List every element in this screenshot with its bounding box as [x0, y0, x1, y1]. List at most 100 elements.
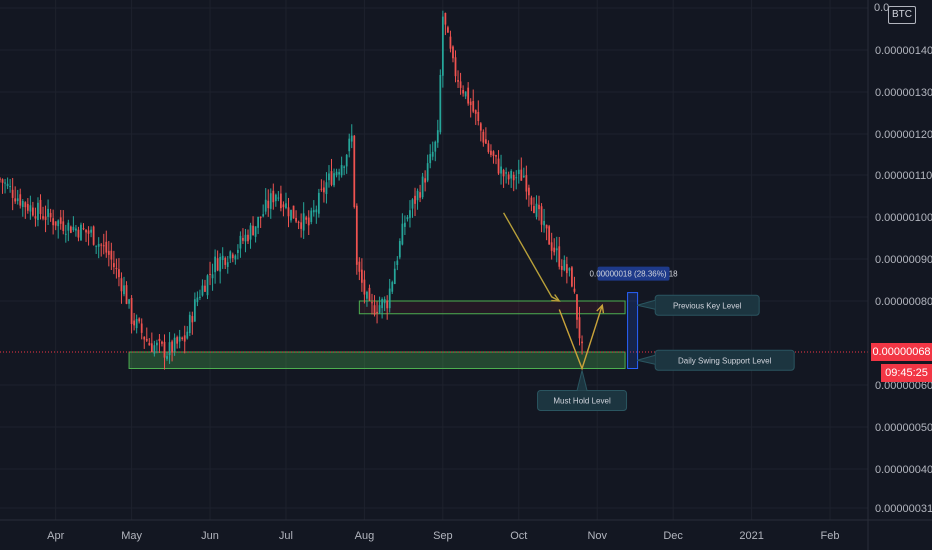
- candle-body: [449, 36, 452, 49]
- candle-body: [153, 345, 156, 354]
- candle-body: [578, 317, 581, 339]
- candle-body: [199, 296, 201, 298]
- candle-body: [37, 202, 39, 221]
- candle-body: [573, 288, 576, 292]
- candle-body: [505, 172, 508, 174]
- candle-body: [287, 207, 290, 217]
- candle-body: [44, 216, 47, 220]
- candle-body: [242, 237, 244, 241]
- candle-body: [272, 190, 275, 203]
- candle-body: [495, 155, 497, 157]
- candle-body: [555, 248, 558, 251]
- candle-body: [490, 150, 492, 155]
- candle-body: [330, 171, 333, 185]
- candle-body: [221, 255, 224, 260]
- candle-body: [186, 331, 189, 339]
- candle-body: [383, 299, 386, 304]
- x-tick-label: Sep: [433, 530, 453, 542]
- candle-body: [239, 235, 242, 249]
- candle-body: [535, 203, 538, 217]
- candle-body: [431, 151, 434, 157]
- candle-body: [95, 245, 98, 247]
- projection-path-1: [502, 212, 560, 302]
- candle-body: [492, 151, 495, 156]
- candle-body: [553, 247, 556, 253]
- candle-body: [282, 204, 285, 208]
- x-tick-label: Dec: [663, 530, 683, 542]
- candle-body: [424, 178, 427, 183]
- candle-body: [335, 171, 338, 176]
- candle-body: [419, 192, 421, 198]
- candle-body: [404, 222, 406, 227]
- candle-body: [323, 187, 325, 193]
- candle-body: [75, 228, 77, 231]
- candle-body: [166, 356, 168, 359]
- candle-body: [206, 275, 209, 296]
- candle-body: [47, 208, 49, 217]
- candle-body: [11, 189, 14, 198]
- candle-body: [310, 210, 313, 222]
- candle-body: [510, 170, 513, 179]
- candle-body: [381, 298, 384, 309]
- candle-body: [500, 166, 502, 174]
- candle-body: [69, 226, 72, 233]
- callout-pointer-3: [576, 370, 588, 391]
- projection-arrowhead-2: [596, 303, 605, 314]
- candle-body: [249, 225, 252, 240]
- candle-body: [563, 260, 566, 271]
- y-axis-top-label: 0.0: [874, 2, 890, 14]
- x-tick-label: 2021: [739, 530, 763, 542]
- candle-body: [533, 206, 535, 214]
- candle-body: [19, 194, 22, 206]
- candle-body: [416, 190, 419, 201]
- y-tick-label: 0.00000110: [875, 170, 932, 182]
- candle-body: [363, 279, 366, 295]
- candle-body: [24, 202, 27, 208]
- candle-body: [269, 193, 272, 209]
- candle-body: [193, 299, 196, 322]
- candle-body: [181, 337, 184, 339]
- candle-body: [171, 341, 173, 353]
- measure-label: 0.00000018 (28.36%) 18: [590, 270, 679, 279]
- candle-body: [540, 206, 543, 225]
- candle-body: [497, 158, 500, 174]
- candle-body: [274, 194, 277, 202]
- candle-body: [307, 217, 310, 226]
- candle-body: [140, 323, 143, 333]
- candle-body: [59, 217, 62, 224]
- candle-body: [143, 336, 146, 340]
- candle-body: [110, 250, 113, 260]
- y-tick-label: 0.00000100: [875, 212, 932, 224]
- projection-path-2: [558, 305, 603, 371]
- candle-body: [548, 226, 551, 245]
- x-tick-label: Aug: [355, 530, 375, 542]
- candle-body: [135, 318, 138, 329]
- candle-body: [0, 178, 1, 180]
- candle-body: [72, 226, 75, 231]
- candle-body: [406, 217, 409, 220]
- candle-body: [525, 175, 528, 192]
- candle-body: [414, 195, 416, 204]
- candle-body: [6, 183, 9, 187]
- candle-body: [444, 12, 447, 25]
- candle-body: [484, 139, 487, 144]
- projection-arrowhead-1: [551, 294, 561, 302]
- candle-body: [211, 274, 214, 279]
- candle-body: [247, 234, 249, 242]
- candle-body: [158, 338, 161, 341]
- candle-body: [229, 251, 232, 259]
- candle-body: [388, 288, 391, 309]
- candle-body: [244, 234, 247, 242]
- x-tick-label: Oct: [510, 530, 527, 542]
- bar-countdown-tag: 09:45:25: [881, 364, 932, 382]
- candle-body: [350, 135, 353, 142]
- candle-body: [467, 87, 470, 104]
- candle-body: [32, 207, 34, 216]
- candle-body: [196, 297, 199, 303]
- candle-body: [338, 172, 340, 175]
- candle-body: [85, 229, 87, 233]
- candle-body: [87, 230, 90, 234]
- candle-body: [348, 138, 351, 152]
- candle-body: [305, 217, 308, 220]
